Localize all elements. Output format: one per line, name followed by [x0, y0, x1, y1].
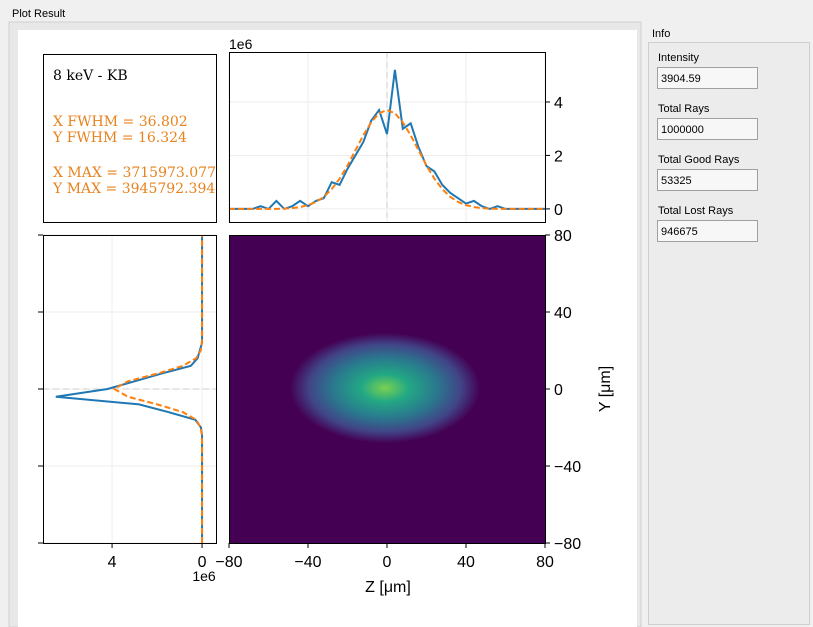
- offset-label: 1e6: [229, 36, 253, 52]
- x-axis-label: Z [μm]: [365, 579, 411, 596]
- field-label: Total Rays: [658, 103, 710, 115]
- field-input[interactable]: [657, 118, 758, 140]
- y-tick-label: 0: [554, 202, 563, 219]
- x-tick-label: 4: [108, 554, 117, 571]
- x-tick-label: 0: [198, 554, 207, 571]
- y-tick-label: 40: [554, 305, 572, 322]
- y-tick-label: 0: [554, 382, 563, 399]
- x-tick-label: −80: [215, 554, 242, 571]
- y-tick-label: 4: [554, 95, 563, 112]
- annotation: Y FWHM = 16.324: [52, 130, 187, 146]
- x-tick-label: 40: [457, 554, 475, 571]
- text-box-title: 8 keV - KB: [53, 68, 128, 84]
- info-title: Info: [652, 28, 670, 40]
- field-input[interactable]: [657, 169, 758, 191]
- profile-line: [112, 235, 204, 543]
- field-value: 53325: [661, 175, 692, 187]
- y-tick-label: −80: [554, 536, 581, 553]
- x-tick-label: −40: [294, 554, 321, 571]
- x-tick-label: 0: [383, 554, 392, 571]
- heatmap-beam: [290, 333, 480, 443]
- text-box: [43, 54, 217, 223]
- field-value: 1000000: [661, 124, 704, 136]
- field-label: Intensity: [658, 52, 699, 64]
- field-label: Total Good Rays: [658, 154, 740, 166]
- profile-line: [229, 108, 545, 210]
- axes-frame: [229, 52, 546, 223]
- field-value: 946675: [661, 226, 698, 238]
- y-tick-label: −40: [554, 459, 581, 476]
- axes-frame: [43, 235, 217, 544]
- x-tick-label: 80: [536, 554, 554, 571]
- field-input[interactable]: [657, 220, 758, 242]
- tab-label[interactable]: Plot Result: [12, 8, 65, 20]
- y-tick-label: 2: [554, 148, 563, 165]
- y-tick-label: 80: [554, 228, 572, 245]
- field-input[interactable]: [657, 67, 758, 89]
- field-label: Total Lost Rays: [658, 205, 734, 217]
- field-value: 3904.59: [661, 73, 701, 85]
- offset-label: 1e6: [192, 568, 216, 584]
- y-axis-label: Y [μm]: [597, 366, 614, 412]
- annotation: X MAX = 3715973.077: [53, 165, 216, 181]
- annotation: X FWHM = 36.802: [53, 114, 188, 130]
- annotation: Y MAX = 3945792.394: [52, 181, 215, 197]
